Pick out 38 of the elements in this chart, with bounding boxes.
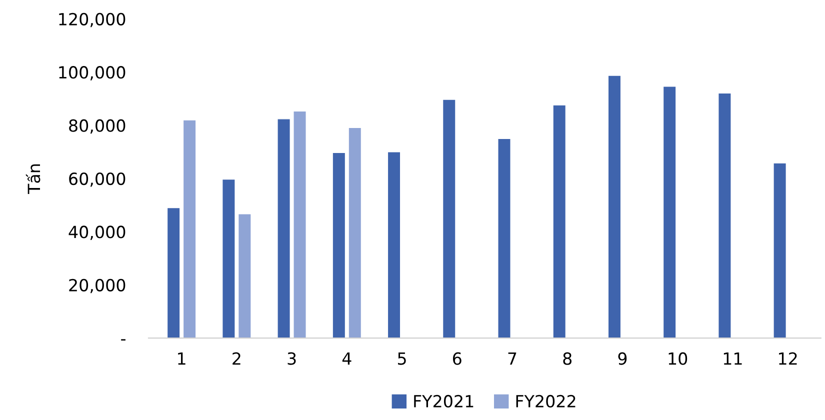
bar: [387, 152, 401, 338]
x-tick-label: 4: [342, 352, 352, 365]
x-tick-label: 5: [398, 352, 406, 365]
bar: [662, 86, 676, 338]
x-tick-label: 10: [668, 352, 688, 365]
y-tick-label: 60,000: [69, 172, 126, 187]
x-tick-label: 3: [288, 352, 296, 365]
legend-label: FY2022: [516, 394, 576, 408]
bar: [608, 75, 622, 338]
bar: [718, 92, 732, 338]
bar: [166, 207, 180, 338]
x-tick-label: 7: [508, 352, 516, 365]
bar: [498, 138, 511, 338]
legend-label: FY2021: [414, 394, 474, 408]
bar: [773, 162, 787, 338]
bar: [442, 99, 456, 338]
bar: [293, 110, 306, 338]
x-tick-label: 6: [452, 352, 462, 365]
bar: [552, 104, 566, 338]
bar: [182, 120, 196, 338]
x-tick-label: 9: [618, 352, 627, 365]
bar: [222, 178, 236, 338]
bar: [238, 214, 252, 338]
y-tick-label: 40,000: [68, 226, 126, 240]
bar: [332, 152, 346, 338]
y-axis-title: Tấn: [26, 164, 40, 194]
x-tick-label: 12: [779, 352, 797, 365]
bar: [277, 118, 290, 338]
y-tick-label: 120,000: [59, 12, 126, 28]
x-tick-label: 8: [563, 352, 572, 365]
y-tick-label: -: [121, 339, 126, 341]
bar: [348, 127, 362, 338]
y-tick-label: 20,000: [69, 278, 126, 294]
y-tick-label: 100,000: [59, 66, 126, 80]
x-tick-label: 11: [724, 352, 742, 365]
x-tick-label: 1: [178, 352, 186, 365]
y-tick-label: 80,000: [69, 119, 126, 134]
x-tick-label: 2: [232, 352, 240, 365]
